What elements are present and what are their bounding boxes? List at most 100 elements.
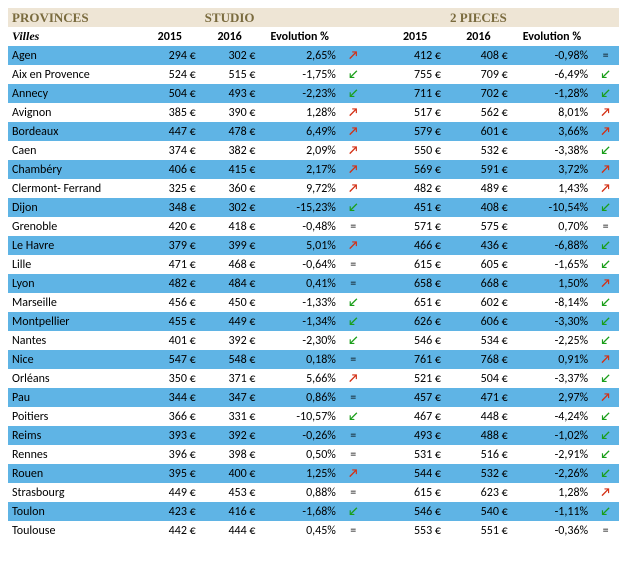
studio-2015: 366 €: [140, 407, 200, 426]
table-row: Grenoble420 €418 €-0,48%=571 €575 €0,70%…: [8, 217, 619, 236]
pieces2-trend-icon: ↗: [592, 179, 619, 198]
pieces2-2016: 532 €: [445, 141, 512, 160]
table-row: Aix en Provence524 €515 €-1,75%↙755 €709…: [8, 65, 619, 84]
pieces2-trend-icon: ↙: [592, 293, 619, 312]
table-row: Rennes396 €398 €0,50%=531 €516 €-2,91%↙: [8, 445, 619, 464]
studio-evo: 0,41%: [260, 274, 340, 293]
pieces2-evo: -0,98%: [512, 46, 592, 65]
pieces2-2016: 575 €: [445, 217, 512, 236]
studio-2016: 418 €: [200, 217, 260, 236]
studio-2015: 395 €: [140, 464, 200, 483]
pieces2-evo: 3,66%: [512, 122, 592, 141]
studio-2015: 393 €: [140, 426, 200, 445]
pieces2-trend-icon: ↗: [592, 122, 619, 141]
pieces2-2016: 605 €: [445, 255, 512, 274]
studio-2015: 374 €: [140, 141, 200, 160]
studio-trend-icon: ↗: [340, 236, 367, 255]
studio-trend-icon: ↗: [340, 122, 367, 141]
studio-evo: 2,09%: [260, 141, 340, 160]
studio-2016: 449 €: [200, 312, 260, 331]
pieces2-2016: 488 €: [445, 426, 512, 445]
studio-evo: 1,28%: [260, 103, 340, 122]
pieces2-2015: 755 €: [385, 65, 445, 84]
pieces2-2015: 553 €: [385, 521, 445, 540]
studio-trend-icon: ↗: [340, 369, 367, 388]
studio-2015: 344 €: [140, 388, 200, 407]
city-name: Avignon: [8, 103, 140, 122]
city-name: Poitiers: [8, 407, 140, 426]
pieces2-evo: -1,28%: [512, 84, 592, 103]
studio-trend-icon: ↙: [340, 312, 367, 331]
studio-trend-icon: =: [340, 426, 367, 445]
studio-evo: -0,48%: [260, 217, 340, 236]
pieces2-2016: 532 €: [445, 464, 512, 483]
table-row: Dijon348 €302 €-15,23%↙451 €408 €-10,54%…: [8, 198, 619, 217]
studio-evo: -1,75%: [260, 65, 340, 84]
pieces2-2016: 562 €: [445, 103, 512, 122]
table-row: Montpellier455 €449 €-1,34%↙626 €606 €-3…: [8, 312, 619, 331]
table-row: Caen374 €382 €2,09%↗550 €532 €-3,38%↙: [8, 141, 619, 160]
pieces2-2016: 606 €: [445, 312, 512, 331]
pieces2-trend-icon: ↗: [592, 350, 619, 369]
table-row: Strasbourg449 €453 €0,88%=615 €623 €1,28…: [8, 483, 619, 502]
studio-2015: 379 €: [140, 236, 200, 255]
table-row: Avignon385 €390 €1,28%↗517 €562 €8,01%↗: [8, 103, 619, 122]
pieces2-trend-icon: ↙: [592, 426, 619, 445]
pieces2-2016: 516 €: [445, 445, 512, 464]
pieces2-evo: -1,11%: [512, 502, 592, 521]
studio-2016: 302 €: [200, 46, 260, 65]
pieces2-trend-icon: =: [592, 46, 619, 65]
studio-2015: 482 €: [140, 274, 200, 293]
pieces2-2015: 711 €: [385, 84, 445, 103]
pieces2-trend-icon: ↙: [592, 407, 619, 426]
pieces2-2015: 482 €: [385, 179, 445, 198]
table-row: Agen294 €302 €2,65%↗412 €408 €-0,98%=: [8, 46, 619, 65]
studio-2015: 348 €: [140, 198, 200, 217]
studio-2016: 302 €: [200, 198, 260, 217]
pieces2-evo: 3,72%: [512, 160, 592, 179]
table-row: Rouen395 €400 €1,25%↗544 €532 €-2,26%↙: [8, 464, 619, 483]
studio-2016: 382 €: [200, 141, 260, 160]
studio-trend-icon: ↗: [340, 103, 367, 122]
pieces2-2016: 436 €: [445, 236, 512, 255]
studio-trend-icon: =: [340, 255, 367, 274]
city-name: Rennes: [8, 445, 140, 464]
city-name: Toulon: [8, 502, 140, 521]
pieces2-evo: -3,37%: [512, 369, 592, 388]
pieces2-trend-icon: ↙: [592, 65, 619, 84]
table-row: Nice547 €548 €0,18%=761 €768 €0,91%↗: [8, 350, 619, 369]
studio-2015: 325 €: [140, 179, 200, 198]
pieces2-2015: 412 €: [385, 46, 445, 65]
pieces2-evo: 0,91%: [512, 350, 592, 369]
studio-trend-icon: ↙: [340, 502, 367, 521]
studio-2015: 294 €: [140, 46, 200, 65]
studio-evo: -1,33%: [260, 293, 340, 312]
studio-2016: 453 €: [200, 483, 260, 502]
studio-2016: 484 €: [200, 274, 260, 293]
pieces2-2015: 546 €: [385, 331, 445, 350]
city-name: Nice: [8, 350, 140, 369]
table-row: Pau344 €347 €0,86%=457 €471 €2,97%↗: [8, 388, 619, 407]
table-row: Poitiers366 €331 €-10,57%↙467 €448 €-4,2…: [8, 407, 619, 426]
studio-2015: 420 €: [140, 217, 200, 236]
pieces2-trend-icon: ↙: [592, 236, 619, 255]
pieces2-2015: 615 €: [385, 255, 445, 274]
studio-trend-icon: ↗: [340, 464, 367, 483]
studio-trend-icon: ↗: [340, 141, 367, 160]
studio-evo: 5,01%: [260, 236, 340, 255]
studio-2015: 547 €: [140, 350, 200, 369]
studio-2015: 471 €: [140, 255, 200, 274]
pieces2-trend-icon: ↙: [592, 255, 619, 274]
pieces2-evo: -8,14%: [512, 293, 592, 312]
table-row: Clermont- Ferrand325 €360 €9,72%↗482 €48…: [8, 179, 619, 198]
pieces2-2016: 768 €: [445, 350, 512, 369]
pieces2-trend-icon: ↙: [592, 312, 619, 331]
city-name: Lille: [8, 255, 140, 274]
studio-2015: 447 €: [140, 122, 200, 141]
table-row: Toulon423 €416 €-1,68%↙546 €540 €-1,11%↙: [8, 502, 619, 521]
pieces2-2015: 544 €: [385, 464, 445, 483]
studio-2015: 385 €: [140, 103, 200, 122]
pieces2-trend-icon: ↙: [592, 445, 619, 464]
pieces2-2015: 517 €: [385, 103, 445, 122]
pieces2-2015: 467 €: [385, 407, 445, 426]
